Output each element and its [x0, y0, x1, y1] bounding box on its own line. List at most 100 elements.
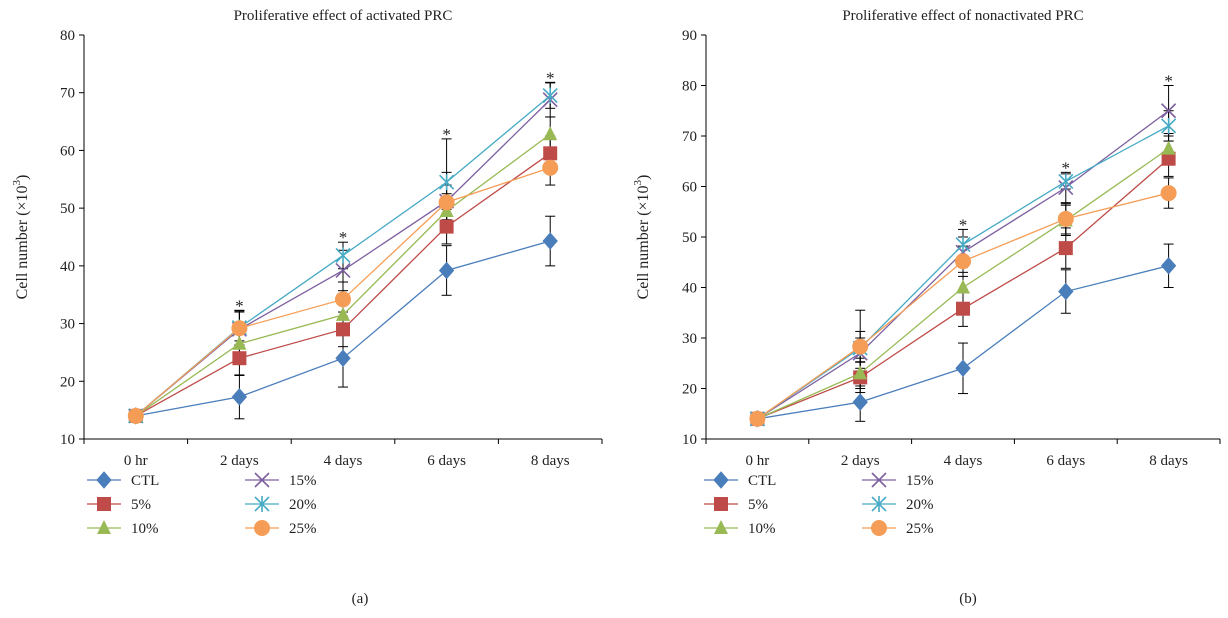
data-point-20pct	[1161, 117, 1177, 134]
legend-label: 20%	[906, 497, 934, 513]
y-tick-label: 60	[60, 143, 75, 159]
legend-label: CTL	[748, 473, 776, 489]
y-axis-label-close: )	[635, 175, 652, 180]
data-point-10pct-shape	[543, 126, 558, 141]
data-point-25pct	[749, 410, 766, 427]
data-point-ctl-shape	[231, 388, 248, 406]
data-point-5pct-shape	[439, 219, 454, 234]
legend-marker	[96, 471, 112, 489]
legend-label: CTL	[131, 473, 159, 489]
legend-label: 10%	[748, 521, 776, 537]
data-point-ctl	[438, 261, 455, 280]
y-axis-label: Cell number (×103)	[11, 175, 31, 300]
y-tick-label: 70	[60, 86, 75, 102]
legend-label: 25%	[289, 521, 317, 537]
data-point-10pct	[956, 279, 970, 294]
significance-star: *	[1164, 72, 1173, 91]
data-point-25pct-shape	[438, 194, 455, 211]
y-axis-label-exponent: 3	[11, 179, 23, 185]
data-point-25pct-shape	[1057, 210, 1074, 227]
data-point-25pct	[542, 159, 559, 176]
y-axis-label: Cell number (×103)	[632, 175, 652, 300]
data-point-ctl-shape	[955, 359, 971, 378]
significance-star: *	[959, 215, 968, 234]
data-point-20pct	[1058, 173, 1074, 190]
data-point-5pct	[1161, 151, 1176, 166]
data-point-5pct-shape	[956, 301, 970, 316]
data-point-10pct-shape	[1161, 140, 1176, 155]
chart-panel-b: 10 20 30 40 50 60 70 80 90 0 hr 2 days 4 days 6 days…	[632, 8, 1221, 607]
data-point-5pct-shape	[232, 351, 247, 366]
data-point-ctl-shape	[335, 349, 351, 367]
legend-marker	[713, 471, 729, 489]
data-point-5pct	[1058, 241, 1073, 256]
panel-label: (b)	[959, 591, 977, 607]
y-tick-label: 50	[60, 201, 75, 217]
panel-label: (a)	[352, 591, 369, 607]
data-point-20pct	[542, 87, 558, 104]
y-tick-label: 40	[60, 259, 75, 275]
legend-marker	[871, 496, 887, 512]
legend-marker	[714, 497, 728, 511]
significance-star: *	[1062, 158, 1071, 177]
data-point-10pct-shape	[956, 279, 970, 294]
significance-star: *	[339, 228, 348, 247]
y-tick-label: 30	[682, 331, 697, 347]
y-tick-label: 90	[682, 28, 697, 44]
x-tick-label: 2 days	[841, 453, 880, 469]
data-point-25pct	[955, 253, 971, 270]
y-axis-label-main: Cell number (×10	[635, 185, 652, 299]
legend-marker-shape	[871, 520, 887, 536]
x-tick-label: 8 days	[1149, 453, 1188, 469]
chart-title: Proliferative effect of nonactivated PRC	[842, 8, 1083, 24]
data-point-25pct-shape	[542, 159, 559, 176]
y-axis-label-exponent: 3	[632, 179, 644, 185]
data-point-5pct	[336, 322, 350, 337]
data-point-ctl-shape	[542, 232, 558, 250]
data-point-25pct-shape	[231, 320, 248, 337]
data-point-25pct	[127, 407, 144, 424]
data-point-10pct-shape	[232, 335, 247, 350]
x-tick-label: 0 hr	[124, 453, 148, 469]
data-point-15pct	[1161, 103, 1177, 119]
data-point-20pct	[439, 174, 455, 191]
x-tick-label: 6 days	[1046, 453, 1085, 469]
data-point-ctl	[335, 349, 351, 367]
data-point-5pct-shape	[1161, 151, 1176, 166]
data-point-25pct	[852, 338, 869, 355]
data-point-25pct-shape	[749, 410, 766, 427]
legend-marker-shape	[714, 520, 728, 534]
y-tick-label: 40	[682, 281, 697, 297]
data-point-20pct	[955, 236, 971, 253]
data-point-ctl	[542, 232, 558, 250]
data-point-10pct-shape	[336, 306, 350, 321]
legend-label: 25%	[906, 521, 934, 537]
y-tick-label: 10	[682, 432, 697, 448]
legend-marker-shape	[97, 520, 111, 534]
x-tick-label: 0 hr	[746, 453, 770, 469]
chart-title: Proliferative effect of activated PRC	[234, 8, 453, 24]
significance-star: *	[235, 296, 244, 315]
legend: CTL 5% 10% 15% 20% 25%	[87, 471, 317, 537]
data-point-25pct-shape	[127, 407, 144, 424]
y-tick-label: 60	[682, 180, 697, 196]
data-point-25pct	[1057, 210, 1074, 227]
y-axis-label-main: Cell number (×10	[14, 185, 31, 299]
legend-marker-shape	[713, 471, 729, 489]
y-tick-label: 70	[682, 129, 697, 145]
data-point-15pct-stroke2	[1161, 103, 1177, 119]
x-tick-label: 4 days	[324, 453, 363, 469]
data-point-25pct-shape	[1160, 185, 1177, 202]
data-point-10pct	[853, 365, 868, 380]
legend-marker-shape	[96, 471, 112, 489]
y-tick-label: 20	[682, 382, 697, 398]
legend-marker	[871, 520, 887, 536]
data-point-25pct	[335, 291, 351, 308]
data-point-ctl	[852, 393, 868, 411]
legend-label: 10%	[131, 521, 159, 537]
data-point-25pct	[438, 194, 455, 211]
legend-marker	[254, 472, 270, 488]
legend-marker-stroke2	[871, 472, 887, 488]
legend-marker	[97, 520, 111, 534]
